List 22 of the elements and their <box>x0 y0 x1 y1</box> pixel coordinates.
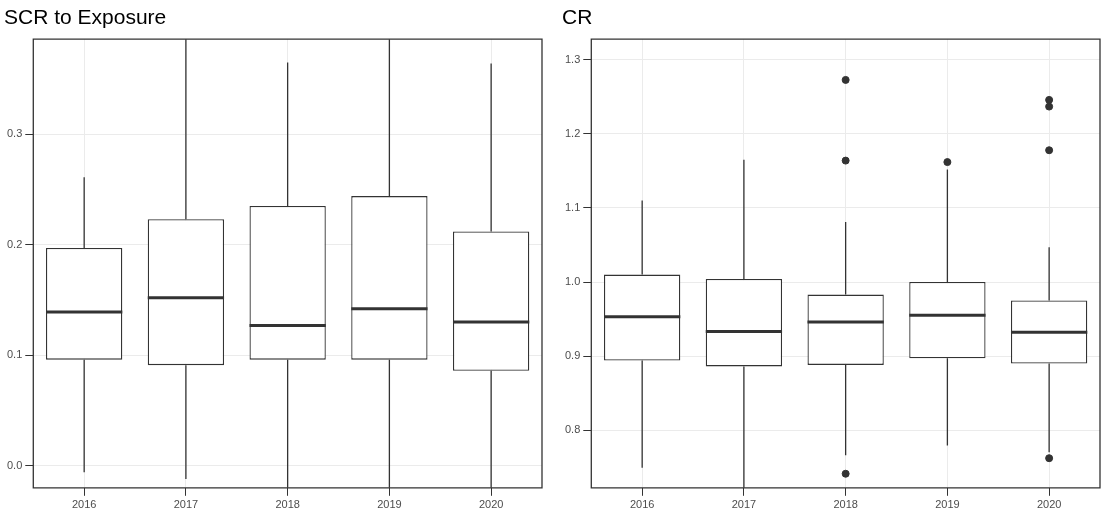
x-tick-label: 2018 <box>275 498 300 511</box>
x-tick-label: 2019 <box>377 498 402 511</box>
x-tick-label: 2017 <box>173 498 199 511</box>
y-tick-label: 0.3 <box>6 127 23 140</box>
x-tick-label: 2020 <box>478 498 504 511</box>
x-tick-label: 2018 <box>833 498 858 511</box>
y-tick-label: 1.2 <box>564 126 581 139</box>
x-tick-label: 2016 <box>629 498 655 511</box>
x-tick-label: 2019 <box>935 498 960 511</box>
chart-title: SCR to Exposure <box>4 5 167 29</box>
y-tick-label: 0.2 <box>6 237 23 250</box>
x-tick-label: 2016 <box>71 498 97 511</box>
y-tick-label: 0.9 <box>564 349 581 362</box>
chart-title: CR <box>562 5 593 29</box>
y-tick-label: 1.3 <box>564 52 581 65</box>
x-tick-label: 2020 <box>1036 498 1062 511</box>
y-tick-label: 1.1 <box>564 201 581 214</box>
y-tick-label: 1.0 <box>564 275 581 288</box>
y-tick-label: 0.8 <box>564 423 581 436</box>
x-tick-label: 2017 <box>731 498 757 511</box>
y-tick-label: 0.0 <box>6 458 23 471</box>
y-tick-label: 0.1 <box>6 348 23 361</box>
